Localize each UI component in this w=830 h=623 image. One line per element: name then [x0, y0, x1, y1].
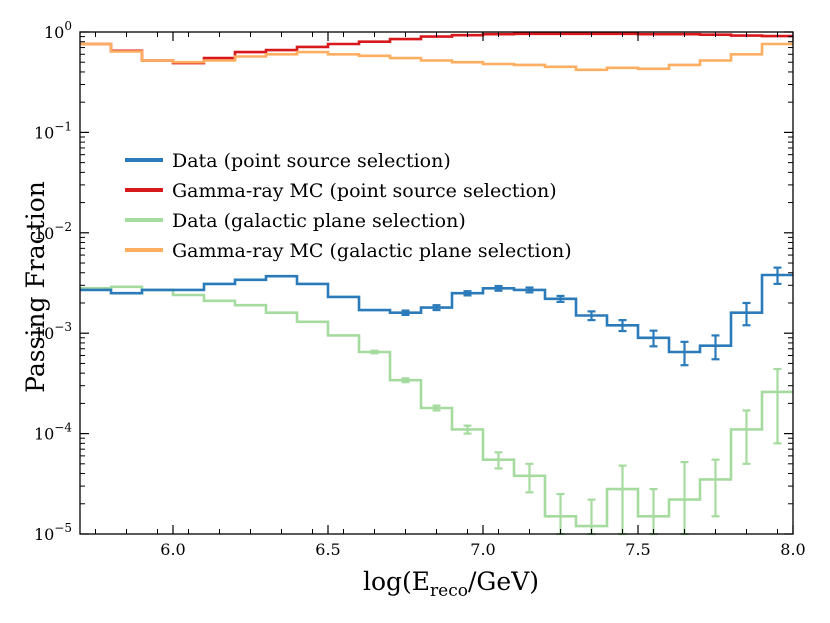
series-gamma-ray-mc-galactic-plane-selection: [80, 42, 793, 72]
x-axis-title-prefix: log(E: [363, 567, 430, 596]
x-tick-label: 6.0: [160, 540, 185, 559]
y-tick-base: 10: [34, 324, 54, 343]
y-tick-base: 10: [34, 224, 54, 243]
y-tick-exponent: −3: [54, 320, 72, 334]
plot-frame: [79, 31, 794, 535]
series-line-gamma-ray-mc-galactic-plane-selection: [80, 42, 793, 72]
x-axis-title-suffix: /GeV): [468, 567, 539, 596]
series-line-data-point-source-selection: [80, 273, 793, 354]
legend-label-mc-point-source: Gamma-ray MC (point source selection): [172, 180, 557, 202]
y-tick-base: 10: [34, 123, 54, 142]
x-axis-title: log(Ereco/GeV): [363, 567, 539, 601]
x-tick-label: 7.0: [470, 540, 495, 559]
x-axis-title-subscript: reco: [430, 581, 468, 601]
y-tick-exponent: 0: [64, 19, 72, 33]
y-tick-label: 100: [44, 19, 72, 42]
y-tick-base: 10: [34, 425, 54, 444]
x-tick-label: 8.0: [780, 540, 805, 559]
legend-label-data-point-source: Data (point source selection): [172, 150, 451, 172]
legend-label-data-galactic-plane: Data (galactic plane selection): [172, 210, 466, 232]
y-tick-base: 10: [44, 23, 64, 42]
series-gamma-ray-mc-point-source-selection: [80, 32, 793, 65]
x-tick-label: 6.5: [315, 540, 340, 559]
y-tick-exponent: −2: [54, 220, 72, 234]
legend: Data (point source selection) Gamma-ray …: [125, 150, 572, 262]
plot-area: [80, 32, 793, 536]
x-tick-label: 7.5: [625, 540, 650, 559]
y-axis-title: Passing Fraction: [21, 181, 50, 393]
y-tick-label: 10−3: [34, 320, 72, 343]
series-line-gamma-ray-mc-point-source-selection: [80, 32, 793, 65]
y-tick-label: 10−1: [34, 119, 72, 142]
series-data-galactic-plane-selection: [80, 285, 793, 536]
y-tick-exponent: −5: [54, 521, 72, 535]
series-data-point-source-selection: [80, 266, 793, 367]
y-tick-exponent: −4: [54, 421, 72, 435]
legend-label-mc-galactic-plane: Gamma-ray MC (galactic plane selection): [172, 240, 572, 262]
y-tick-label: 10−2: [34, 220, 72, 243]
y-tick-exponent: −1: [54, 119, 72, 133]
y-tick-base: 10: [34, 525, 54, 544]
y-tick-label: 10−5: [34, 521, 72, 544]
y-tick-label: 10−4: [34, 421, 72, 444]
